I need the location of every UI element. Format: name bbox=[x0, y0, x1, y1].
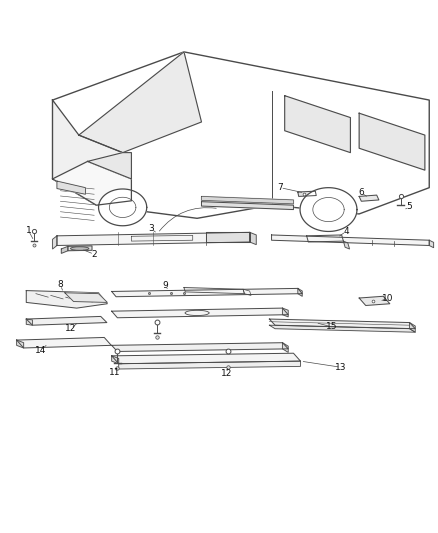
Polygon shape bbox=[112, 343, 288, 351]
Polygon shape bbox=[269, 325, 415, 332]
Polygon shape bbox=[131, 236, 193, 241]
Polygon shape bbox=[26, 317, 107, 325]
Polygon shape bbox=[53, 236, 57, 249]
Polygon shape bbox=[250, 232, 256, 245]
Polygon shape bbox=[112, 353, 300, 364]
Polygon shape bbox=[112, 288, 302, 297]
Text: 5: 5 bbox=[406, 203, 413, 212]
Polygon shape bbox=[65, 293, 107, 302]
Polygon shape bbox=[298, 191, 316, 197]
Polygon shape bbox=[53, 161, 131, 205]
Text: 13: 13 bbox=[335, 363, 346, 372]
Polygon shape bbox=[343, 241, 350, 249]
Text: 12: 12 bbox=[65, 324, 77, 333]
Polygon shape bbox=[201, 201, 293, 209]
Polygon shape bbox=[269, 319, 415, 329]
Polygon shape bbox=[26, 319, 32, 325]
Polygon shape bbox=[243, 289, 251, 295]
Polygon shape bbox=[53, 100, 123, 205]
Text: 10: 10 bbox=[382, 294, 393, 303]
Text: 9: 9 bbox=[162, 281, 169, 290]
Polygon shape bbox=[26, 290, 107, 308]
Text: 1: 1 bbox=[25, 226, 32, 235]
Text: 7: 7 bbox=[277, 183, 283, 192]
Polygon shape bbox=[410, 322, 415, 332]
Text: 6: 6 bbox=[358, 189, 364, 197]
Polygon shape bbox=[79, 52, 201, 152]
Text: 3: 3 bbox=[148, 224, 154, 233]
Polygon shape bbox=[307, 235, 343, 242]
Polygon shape bbox=[68, 246, 92, 251]
Polygon shape bbox=[359, 113, 425, 170]
Polygon shape bbox=[283, 343, 288, 352]
Polygon shape bbox=[17, 337, 111, 348]
Polygon shape bbox=[57, 232, 250, 246]
Text: 4: 4 bbox=[343, 227, 349, 236]
Polygon shape bbox=[184, 287, 244, 294]
Text: 12: 12 bbox=[221, 369, 233, 378]
Polygon shape bbox=[61, 246, 68, 253]
Polygon shape bbox=[298, 288, 302, 296]
Polygon shape bbox=[201, 197, 293, 204]
Polygon shape bbox=[53, 52, 429, 219]
Polygon shape bbox=[429, 240, 434, 248]
Polygon shape bbox=[88, 152, 131, 179]
Polygon shape bbox=[99, 189, 147, 226]
Text: 15: 15 bbox=[326, 322, 338, 332]
Polygon shape bbox=[112, 356, 119, 364]
Ellipse shape bbox=[71, 247, 89, 251]
Text: 2: 2 bbox=[92, 250, 97, 259]
Polygon shape bbox=[283, 308, 288, 317]
Polygon shape bbox=[285, 96, 350, 152]
Polygon shape bbox=[300, 188, 357, 231]
Polygon shape bbox=[272, 235, 429, 246]
Polygon shape bbox=[359, 195, 379, 201]
Polygon shape bbox=[57, 181, 85, 194]
Text: 8: 8 bbox=[57, 280, 64, 289]
Polygon shape bbox=[119, 361, 300, 369]
Polygon shape bbox=[206, 232, 250, 242]
Polygon shape bbox=[17, 340, 24, 348]
Text: 11: 11 bbox=[109, 368, 120, 377]
Text: 14: 14 bbox=[35, 346, 46, 355]
Polygon shape bbox=[112, 308, 288, 318]
Polygon shape bbox=[359, 296, 390, 305]
